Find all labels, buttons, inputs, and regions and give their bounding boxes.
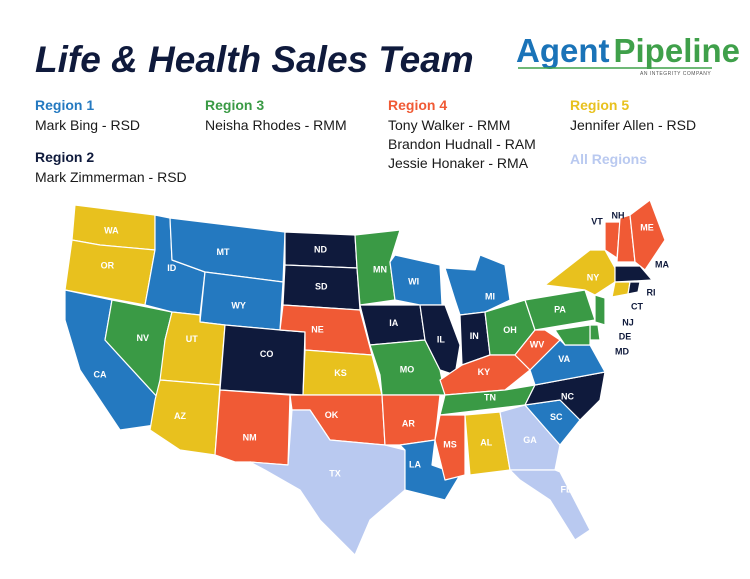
state-label: NE bbox=[311, 325, 324, 335]
state-label: WA bbox=[104, 225, 119, 235]
logo-word: Pipeline bbox=[614, 32, 741, 69]
state bbox=[614, 265, 653, 283]
state-label: WI bbox=[408, 276, 419, 286]
region-member: Neisha Rhodes - RMM bbox=[205, 117, 347, 133]
state-label: NV bbox=[137, 333, 150, 343]
state-label: GA bbox=[523, 435, 537, 445]
state-label: AL bbox=[480, 437, 492, 447]
state-label: KS bbox=[334, 368, 347, 378]
state-label: TX bbox=[329, 468, 341, 478]
state-label: MI bbox=[485, 291, 495, 301]
state-label: SD bbox=[315, 281, 328, 291]
logo-word: Agent bbox=[516, 32, 610, 69]
state-label: CO bbox=[260, 349, 274, 359]
state bbox=[544, 249, 616, 296]
state-label: VT bbox=[591, 216, 603, 226]
state-label: WV bbox=[530, 339, 545, 349]
state-label: NM bbox=[243, 433, 257, 443]
state-label: MO bbox=[400, 364, 415, 374]
region-name: All Regions bbox=[570, 151, 647, 167]
state bbox=[434, 414, 466, 481]
state bbox=[627, 281, 641, 295]
state-label: ME bbox=[640, 222, 654, 232]
region-member: Mark Bing - RSD bbox=[35, 117, 140, 133]
region-member: Tony Walker - RMM bbox=[388, 117, 510, 133]
state-label: ID bbox=[167, 263, 177, 273]
state-label: TN bbox=[484, 392, 496, 402]
state-label: FL bbox=[561, 484, 572, 494]
state bbox=[219, 324, 306, 396]
legend: Region 1 Mark Bing - RSD Region 2 Mark Zimm… bbox=[35, 97, 696, 185]
state-label: NJ bbox=[622, 317, 634, 327]
region-name: Region 2 bbox=[35, 149, 94, 165]
state-label: MN bbox=[373, 264, 387, 274]
state-label: IA bbox=[389, 318, 399, 328]
state-label: IL bbox=[437, 334, 446, 344]
map: WA OR CA NV ID MT WY UT AZ CO NM ND SD NE KS OK TX MN IA MO… bbox=[64, 199, 669, 556]
state-label: OK bbox=[325, 410, 339, 420]
state-label: CT bbox=[631, 301, 643, 311]
title: Life & Health Sales Team bbox=[35, 39, 474, 80]
state-label: CA bbox=[94, 369, 107, 379]
region-name: Region 4 bbox=[388, 97, 447, 113]
region-member: Jennifer Allen - RSD bbox=[570, 117, 696, 133]
region-member: Brandon Hudnall - RAM bbox=[388, 136, 536, 152]
state-label: MS bbox=[443, 439, 457, 449]
state-label: KY bbox=[478, 367, 491, 377]
state-label: OR bbox=[101, 260, 115, 270]
state bbox=[514, 329, 561, 371]
region-member: Jessie Honaker - RMA bbox=[388, 155, 529, 171]
state-label: ND bbox=[314, 244, 327, 254]
state-label: SC bbox=[550, 412, 563, 422]
state-label: NC bbox=[561, 391, 574, 401]
region-name: Region 1 bbox=[35, 97, 94, 113]
state bbox=[611, 281, 631, 298]
state-label: MD bbox=[615, 346, 629, 356]
state bbox=[509, 469, 591, 541]
state bbox=[214, 389, 291, 466]
state-label: OH bbox=[503, 325, 517, 335]
state bbox=[249, 409, 406, 556]
state-label: DE bbox=[619, 331, 632, 341]
state-label: IN bbox=[470, 331, 479, 341]
state-label: MT bbox=[217, 247, 230, 257]
state bbox=[499, 404, 561, 471]
region-name: Region 3 bbox=[205, 97, 264, 113]
state-label: AR bbox=[402, 418, 415, 428]
region-name: Region 5 bbox=[570, 97, 629, 113]
logo: Agent Pipeline bbox=[516, 32, 740, 69]
region-member: Mark Zimmerman - RSD bbox=[35, 169, 187, 185]
state-label: RI bbox=[647, 287, 656, 297]
state-label: VA bbox=[558, 354, 570, 364]
state-label: NY bbox=[587, 272, 600, 282]
state bbox=[554, 324, 591, 346]
state-label: AZ bbox=[174, 411, 186, 421]
state-label: PA bbox=[554, 304, 566, 314]
state-label: UT bbox=[186, 334, 198, 344]
state bbox=[444, 254, 511, 316]
state bbox=[589, 324, 601, 341]
state-label: MA bbox=[655, 259, 669, 269]
state bbox=[594, 294, 606, 326]
state-label: LA bbox=[409, 459, 421, 469]
state bbox=[399, 439, 461, 501]
state bbox=[629, 199, 666, 271]
state-label: NH bbox=[612, 210, 625, 220]
logo-tagline: AN INTEGRITY COMPANY bbox=[640, 71, 711, 77]
state-label: WY bbox=[231, 301, 246, 311]
